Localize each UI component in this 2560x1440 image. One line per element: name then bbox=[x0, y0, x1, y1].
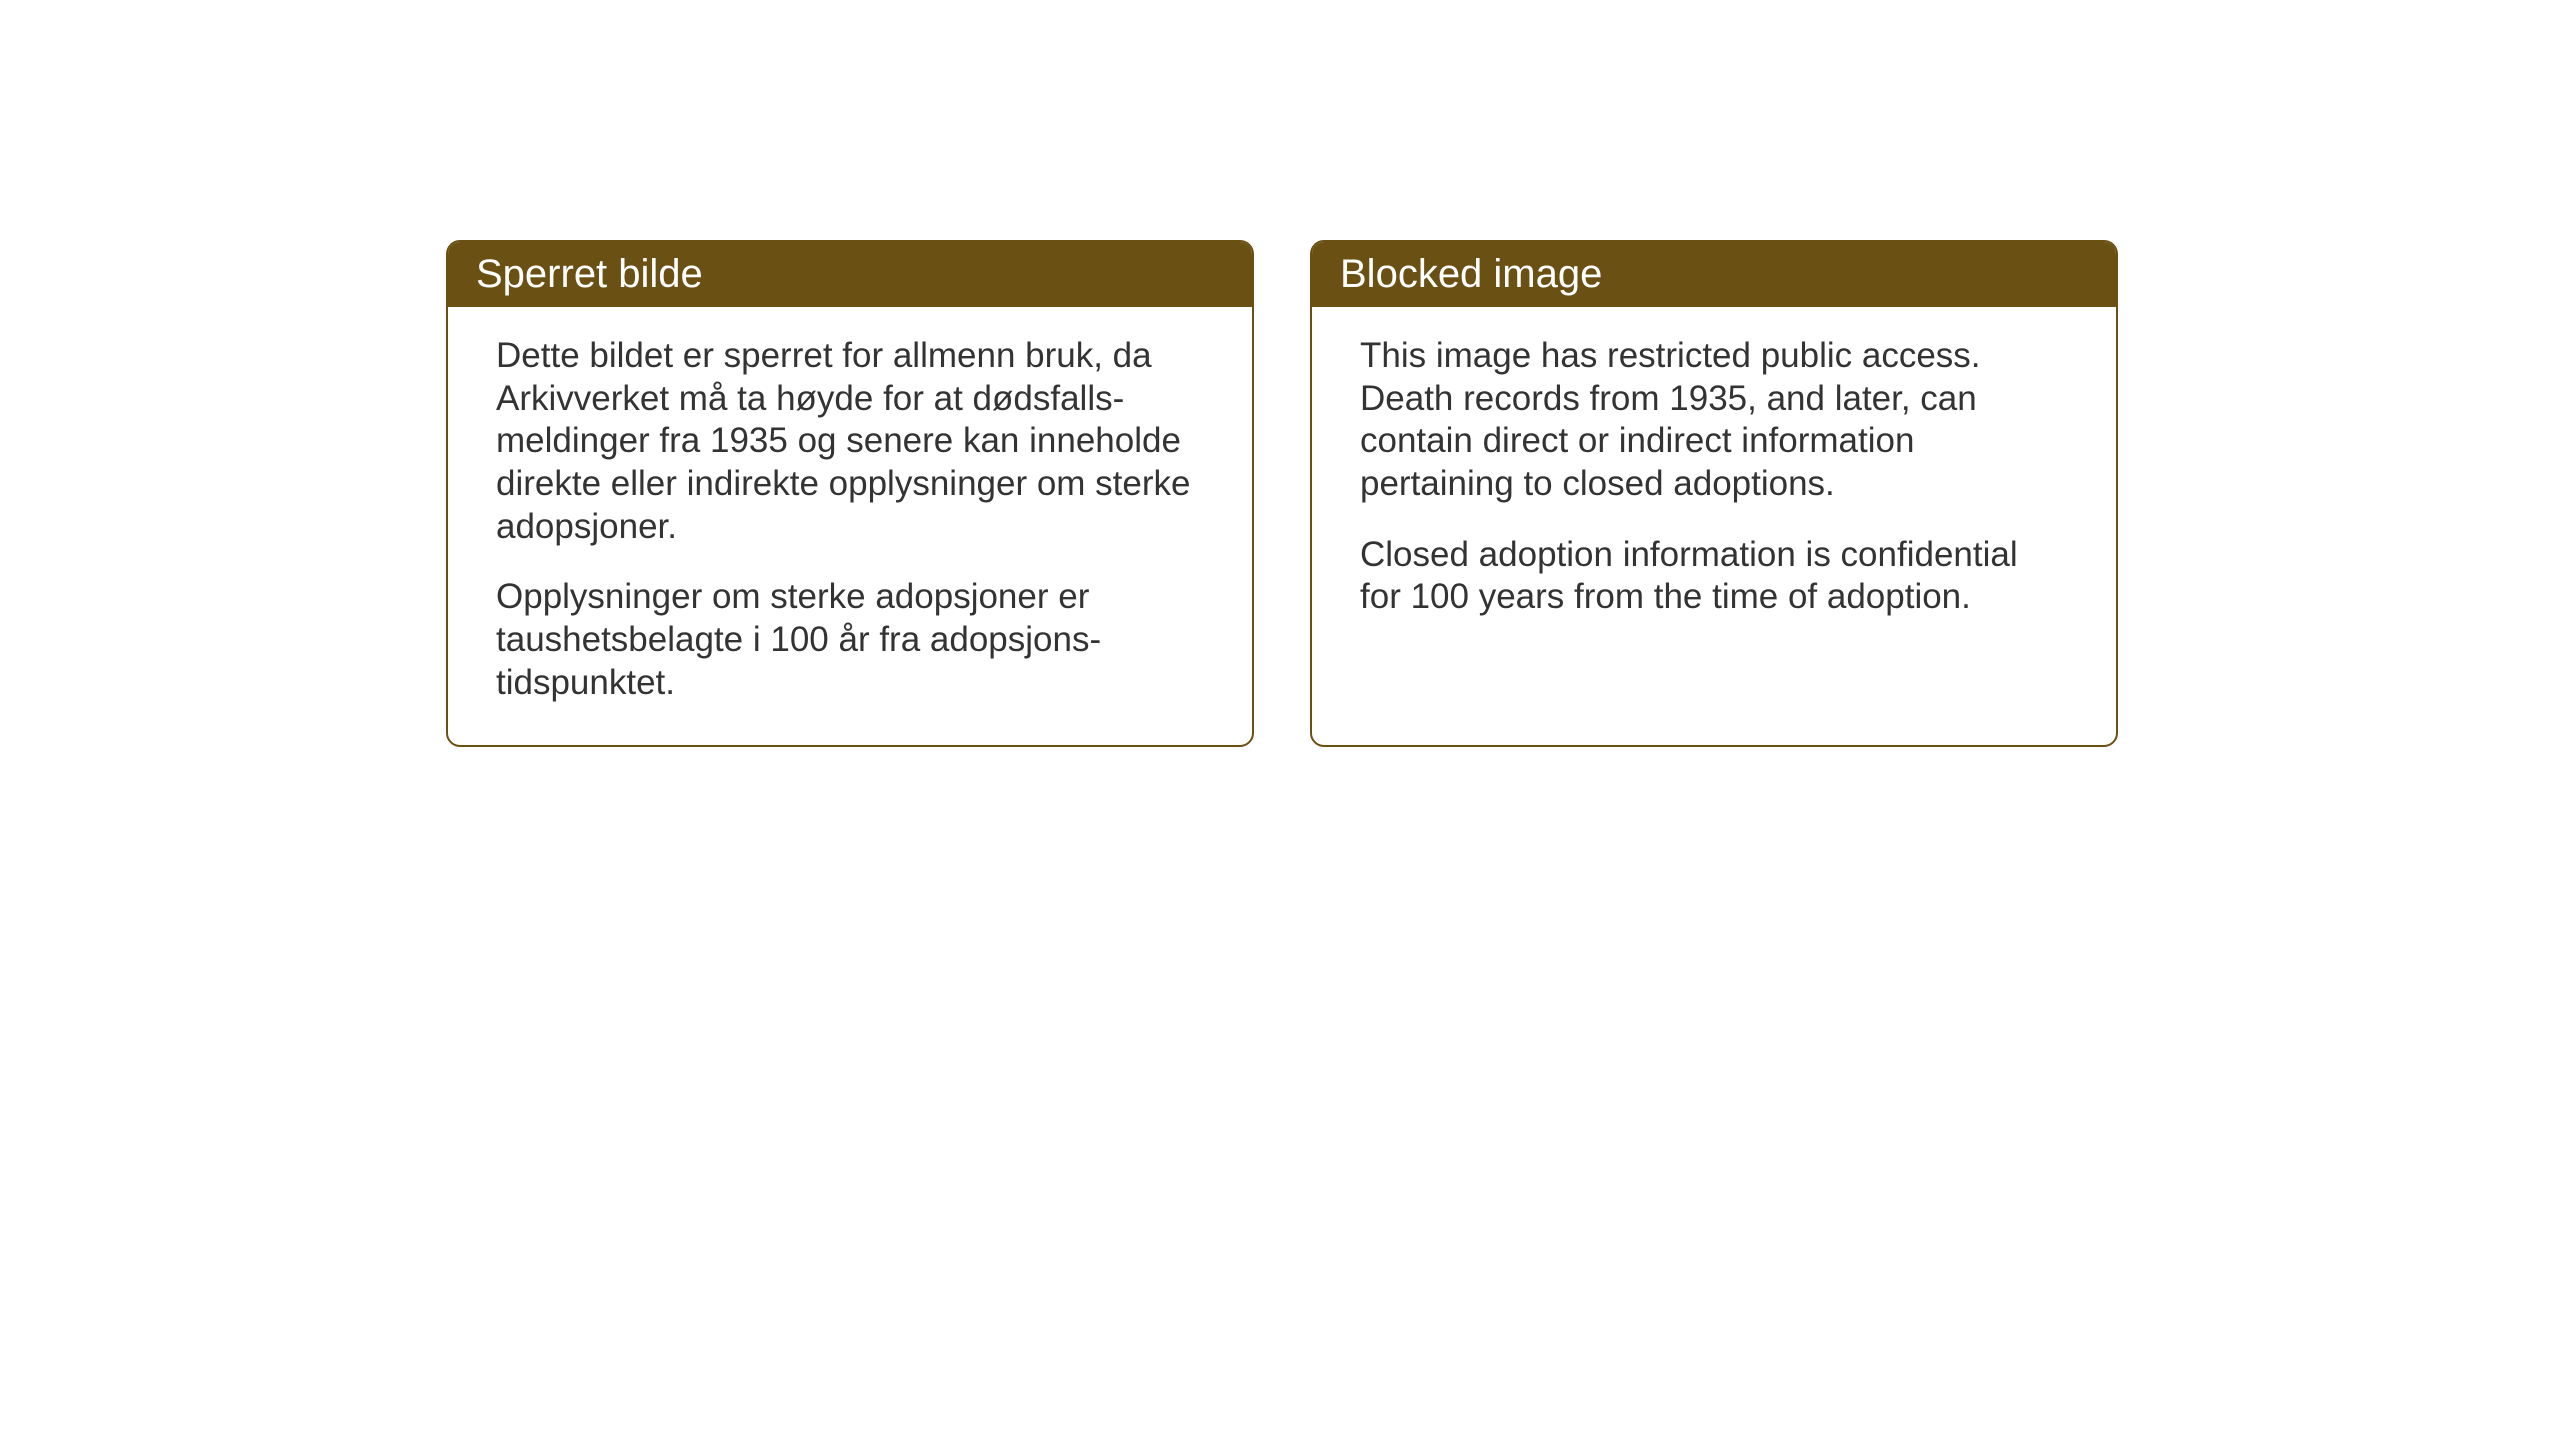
card-paragraph: Dette bildet er sperret for allmenn bruk… bbox=[496, 335, 1204, 548]
card-paragraph: This image has restricted public access.… bbox=[1360, 335, 2068, 506]
cards-container: Sperret bilde Dette bildet er sperret fo… bbox=[446, 240, 2118, 747]
card-body: This image has restricted public access.… bbox=[1312, 307, 2116, 659]
card-title: Blocked image bbox=[1340, 252, 1602, 296]
card-header: Blocked image bbox=[1312, 242, 2116, 307]
card-paragraph: Opplysninger om sterke adopsjoner er tau… bbox=[496, 576, 1204, 704]
card-title: Sperret bilde bbox=[476, 252, 703, 296]
card-norwegian: Sperret bilde Dette bildet er sperret fo… bbox=[446, 240, 1254, 747]
card-paragraph: Closed adoption information is confident… bbox=[1360, 534, 2068, 619]
card-body: Dette bildet er sperret for allmenn bruk… bbox=[448, 307, 1252, 745]
card-header: Sperret bilde bbox=[448, 242, 1252, 307]
card-english: Blocked image This image has restricted … bbox=[1310, 240, 2118, 747]
